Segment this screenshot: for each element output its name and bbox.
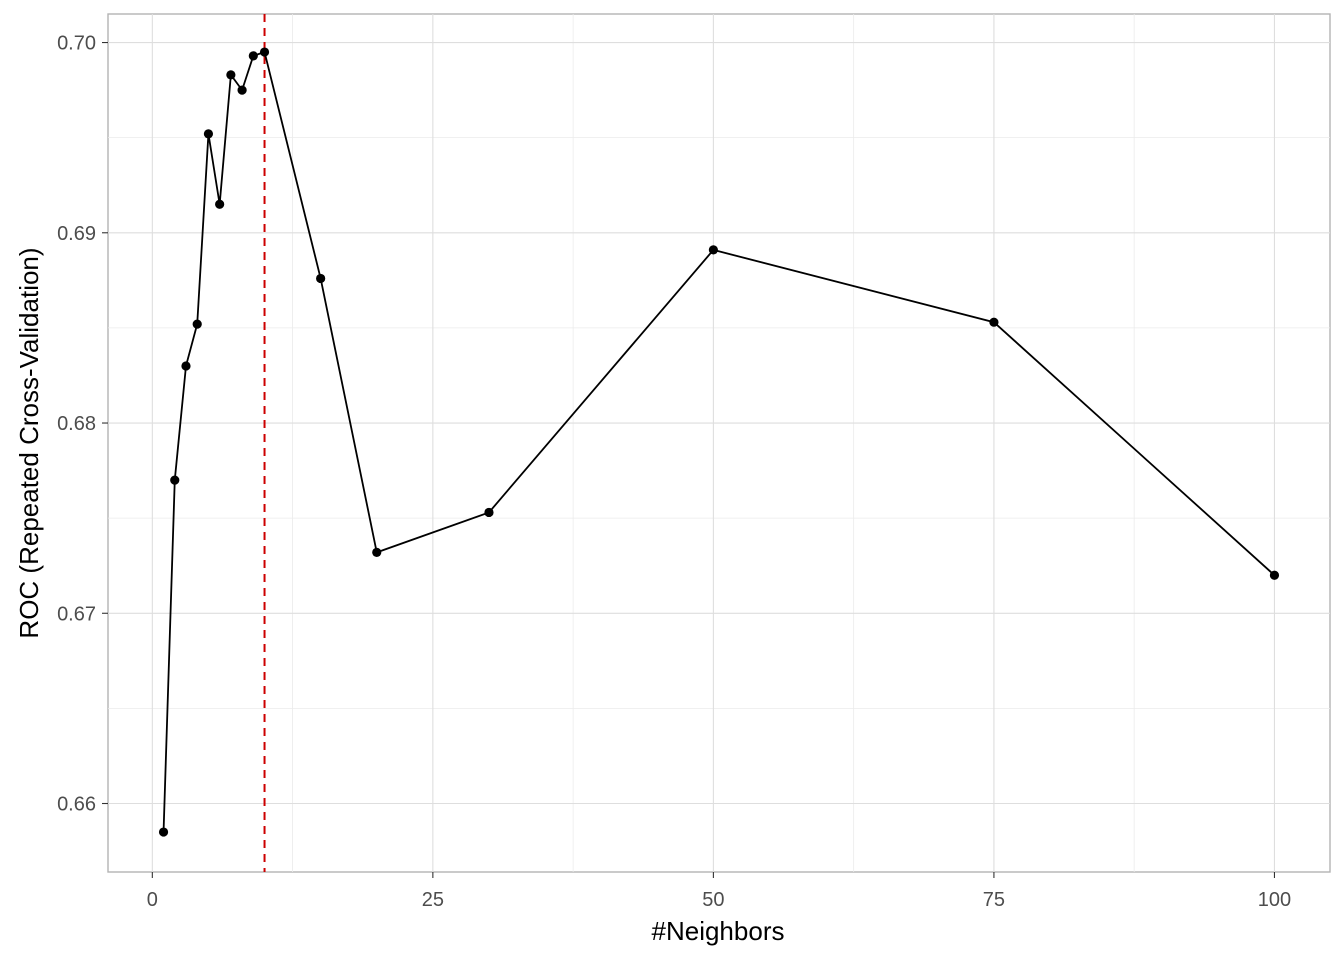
data-point: [170, 475, 180, 485]
y-tick-label: 0.68: [57, 413, 96, 435]
series-layer: [158, 47, 1280, 837]
x-tick-label: 25: [422, 889, 444, 911]
major-grid: [108, 14, 1330, 872]
y-tick-label: 0.69: [57, 223, 96, 245]
x-axis-title: #Neighbors: [652, 916, 785, 946]
data-point: [203, 129, 214, 139]
data-point: [708, 245, 718, 255]
data-point: [316, 273, 326, 284]
data-point: [259, 47, 270, 57]
data-point: [484, 507, 494, 518]
plot-panel: [107, 13, 1331, 873]
y-tick-label: 0.66: [57, 794, 96, 816]
data-point: [237, 85, 247, 95]
y-axis: 0.66 0.67 0.68 0.69 0.70: [57, 33, 108, 816]
series-line: [162, 50, 1276, 833]
data-point: [226, 70, 236, 80]
x-axis: 0 25 50 75 100: [147, 872, 1291, 911]
y-tick-label: 0.67: [57, 603, 96, 625]
data-point: [1269, 570, 1280, 580]
data-point: [192, 319, 202, 329]
x-tick-label: 0: [147, 889, 158, 911]
x-tick-label: 100: [1258, 889, 1291, 911]
data-point: [372, 547, 382, 557]
minor-grid: [108, 14, 1330, 872]
data-point: [158, 827, 169, 837]
data-point: [215, 199, 225, 209]
x-tick-label: 50: [702, 889, 724, 911]
data-point: [989, 317, 999, 327]
x-tick-label: 75: [983, 889, 1005, 911]
y-tick-label: 0.70: [57, 33, 96, 55]
y-axis-title: ROC (Repeated Cross-Validation): [14, 247, 44, 638]
data-point: [181, 361, 191, 371]
data-point: [248, 51, 258, 61]
